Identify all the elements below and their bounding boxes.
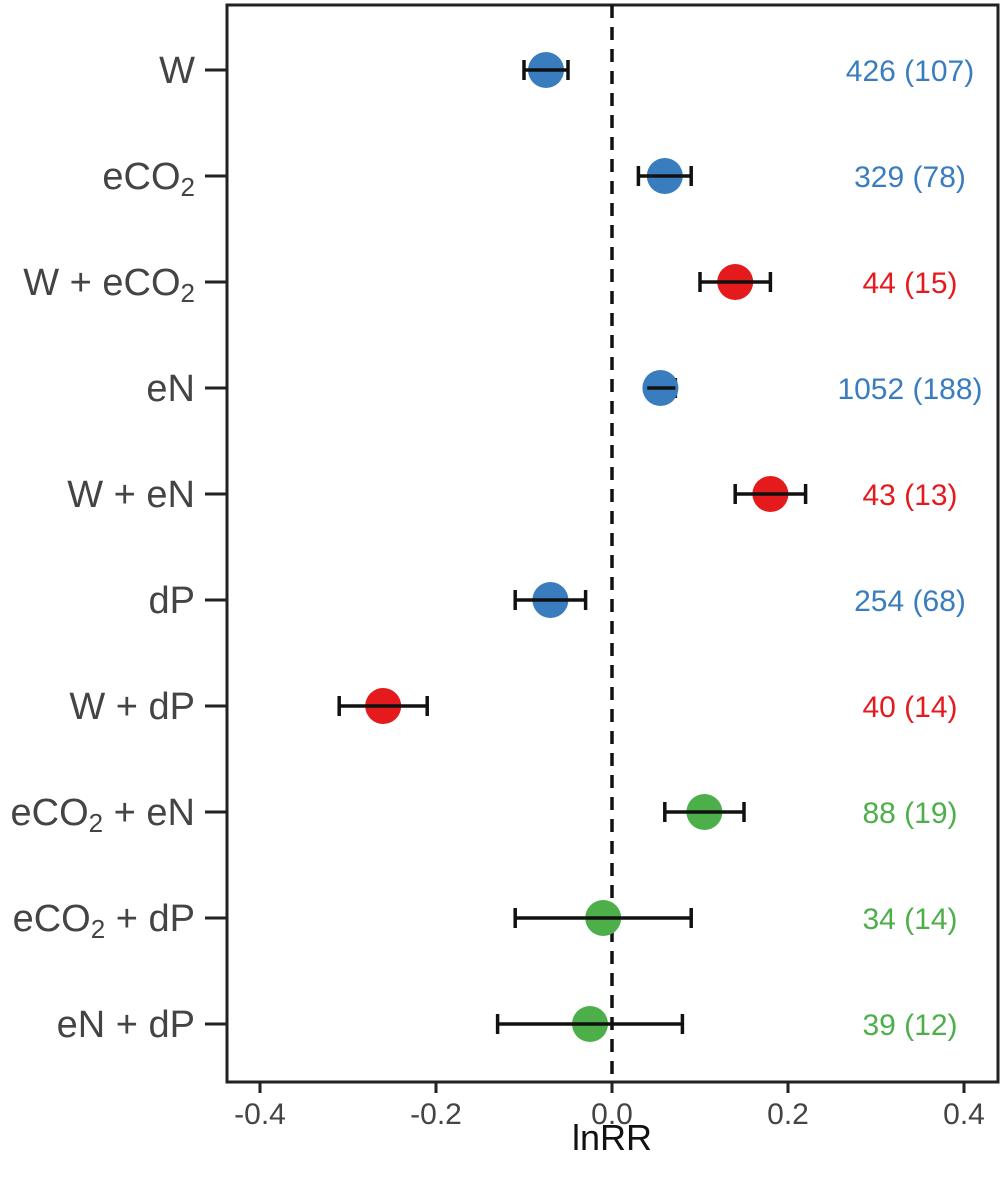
category-label: W + eCO2 [23, 262, 195, 308]
y-axis-ticks [205, 68, 227, 1026]
category-label: W + dP [69, 686, 195, 728]
x-tick-label: 0.2 [767, 1098, 809, 1131]
x-axis-title: lnRR [572, 1117, 652, 1158]
sample-size-label: 44 (15) [862, 267, 957, 300]
x-axis-ticks: -0.4 -0.2 0.0 0.2 0.4 [234, 1082, 985, 1131]
x-tick-label: -0.2 [410, 1098, 462, 1131]
category-label: W [159, 50, 195, 92]
category-label: W + eN [67, 474, 195, 516]
x-tick-label: 0.4 [943, 1098, 985, 1131]
sample-size-label: 426 (107) [846, 55, 974, 88]
sample-size-labels: 426 (107) 329 (78) 44 (15) 1052 (188) 43 (13… [837, 55, 982, 1042]
sample-size-label: 43 (13) [862, 479, 957, 512]
x-tick-label: 0.0 [591, 1098, 633, 1131]
category-label: eCO2 + dP [13, 898, 195, 944]
sample-size-label: 254 (68) [854, 585, 966, 618]
category-label: dP [149, 580, 195, 622]
sample-size-label: 329 (78) [854, 161, 966, 194]
sample-size-label: 1052 (188) [837, 373, 982, 406]
x-tick-label: -0.4 [234, 1098, 286, 1131]
sample-size-label: 34 (14) [862, 903, 957, 936]
point-estimates [365, 52, 789, 1042]
sample-size-label: 88 (19) [862, 797, 957, 830]
category-label: eCO2 [102, 156, 195, 202]
sample-size-label: 40 (14) [862, 691, 957, 724]
category-label: eN + dP [57, 1004, 195, 1046]
sample-size-label: 39 (12) [862, 1009, 957, 1042]
category-label: eCO2 + eN [11, 792, 196, 838]
category-label: eN [146, 368, 195, 410]
